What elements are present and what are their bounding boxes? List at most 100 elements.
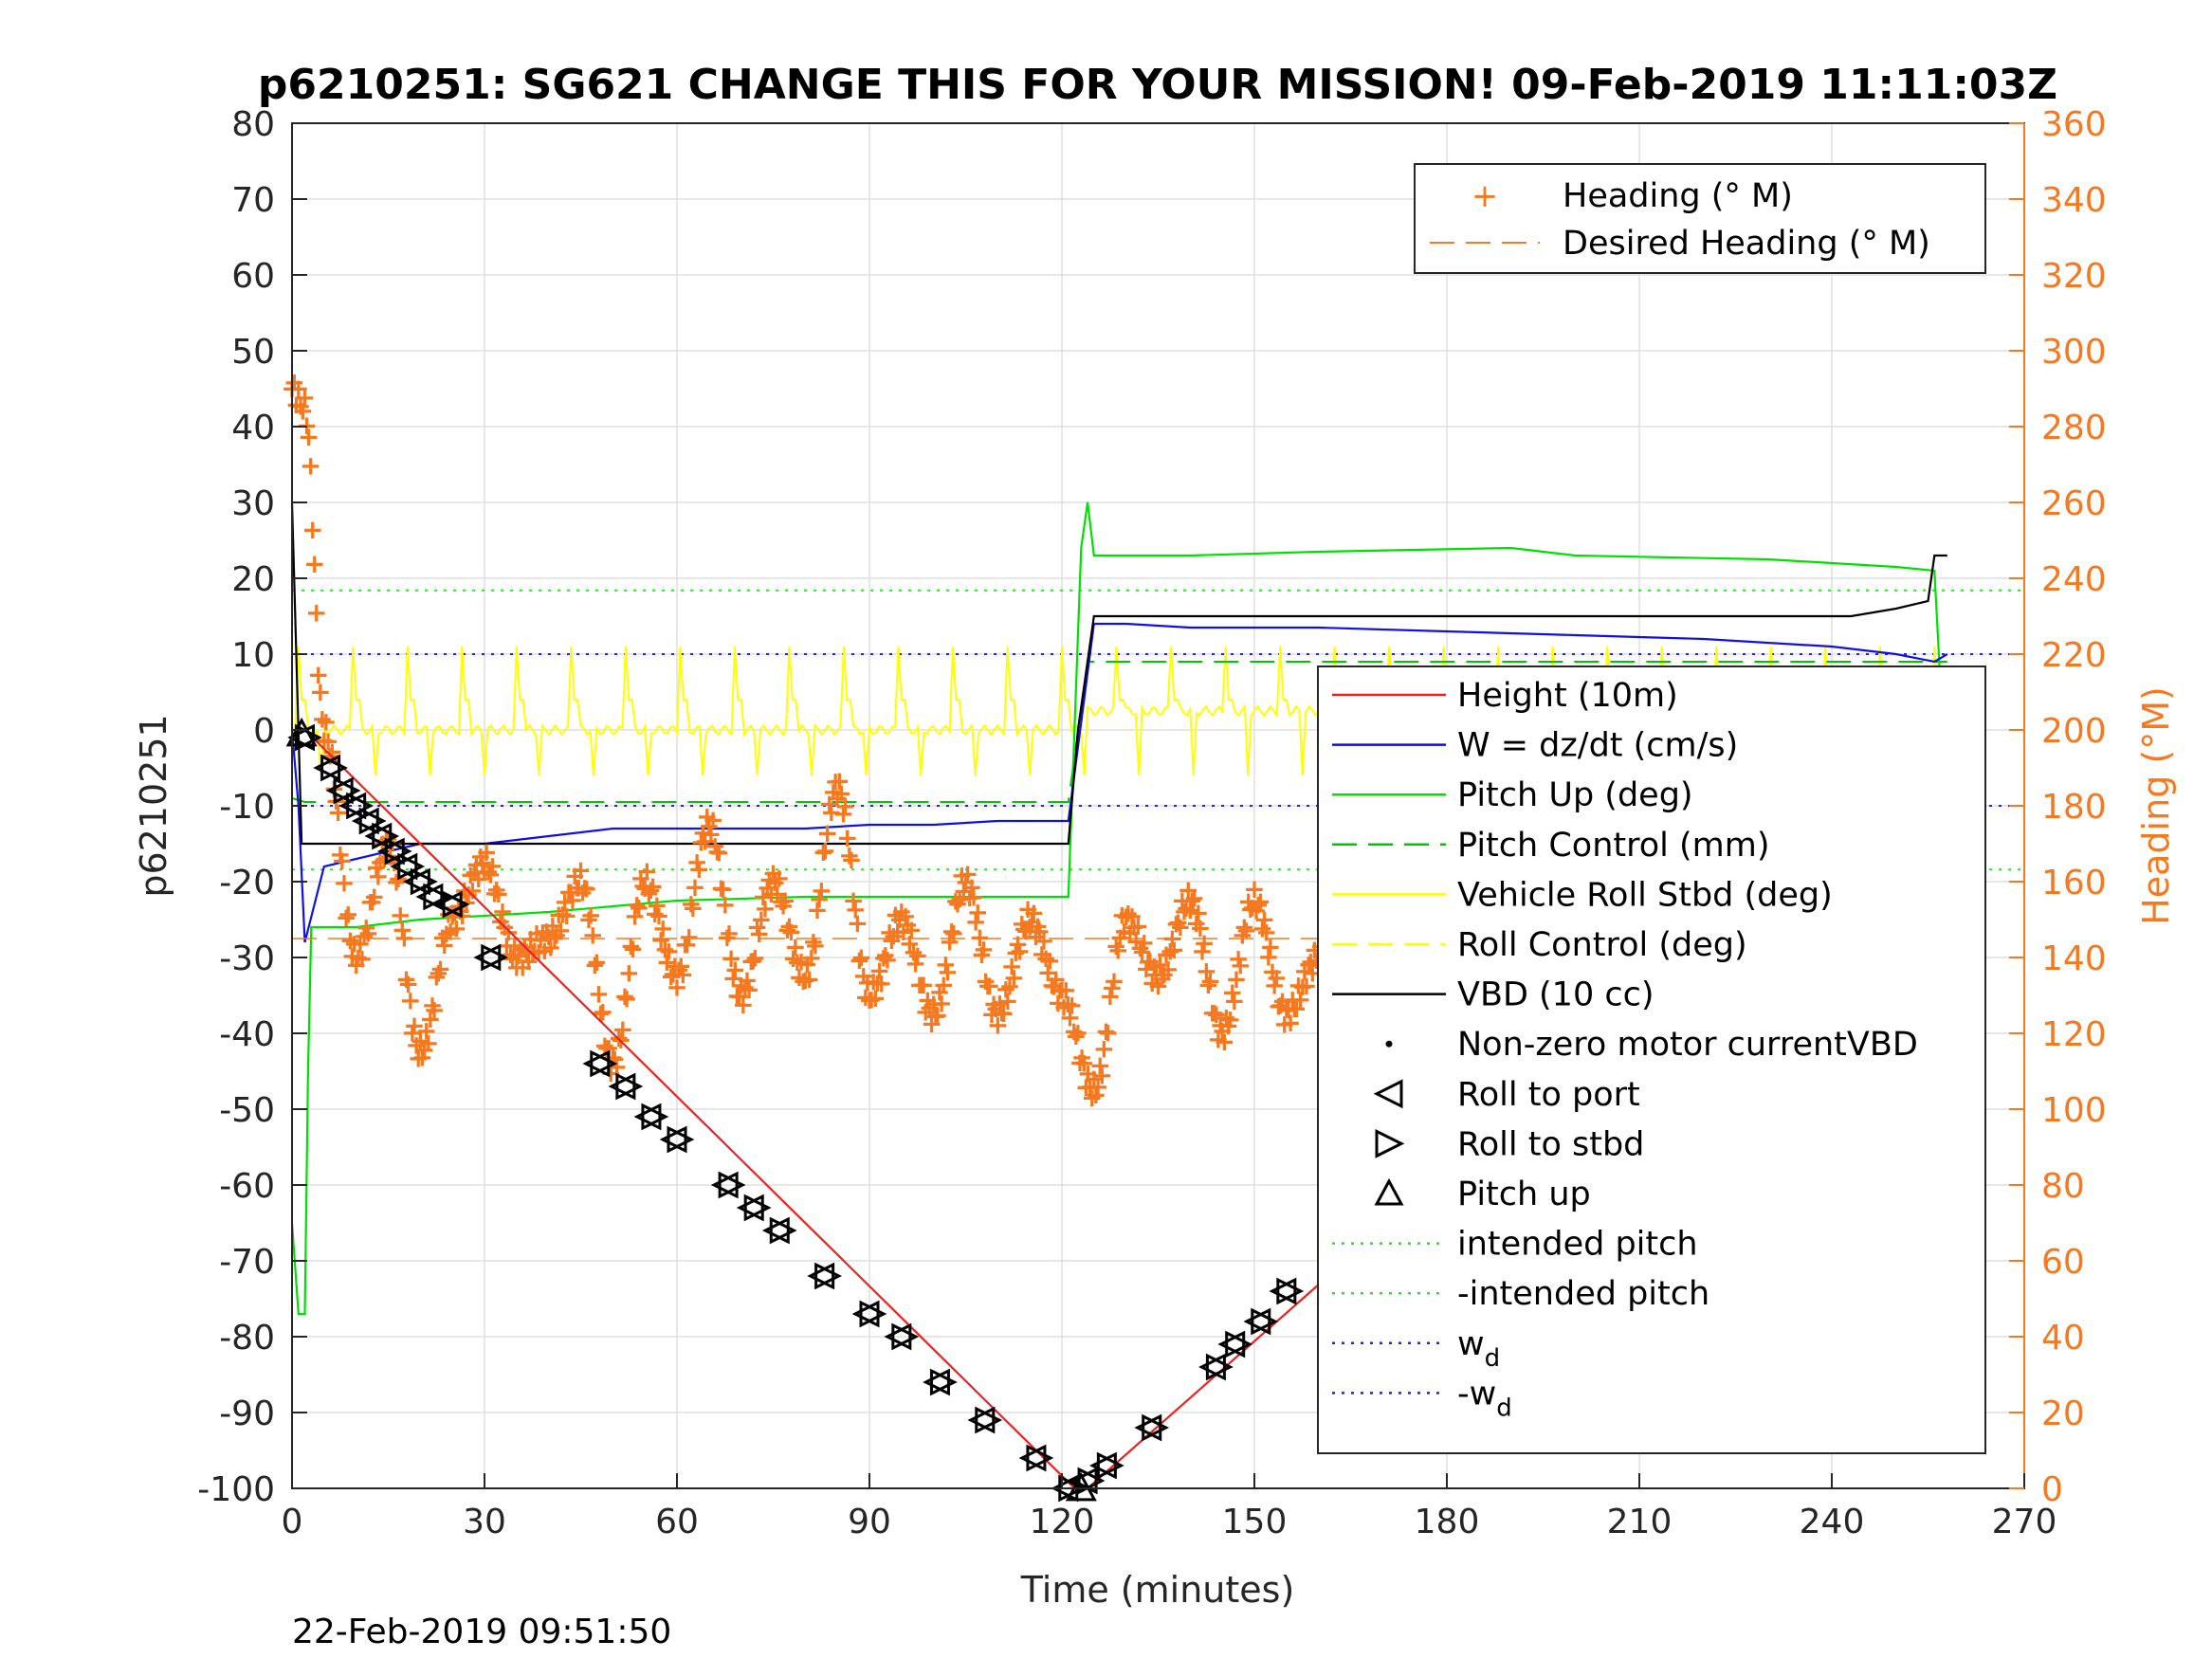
- heading-marker: +: [496, 930, 518, 961]
- heading-marker: +: [774, 884, 795, 916]
- roll-to-port-marker: [434, 890, 463, 919]
- heading-marker: +: [367, 860, 389, 891]
- heading-marker: +: [666, 972, 687, 1003]
- roll-to-port-marker: [402, 867, 430, 896]
- roll-to-port-marker: [364, 822, 393, 850]
- heading-marker: +: [937, 957, 959, 988]
- roll-to-port-marker: [851, 1300, 880, 1328]
- heading-marker: +: [716, 921, 738, 953]
- heading-marker: +: [1281, 983, 1303, 1014]
- heading-marker: +: [844, 894, 866, 925]
- heading-marker: +: [808, 884, 830, 915]
- legend-heading-marker: +: [1472, 177, 1499, 215]
- heading-marker: +: [285, 389, 307, 420]
- heading-marker: +: [885, 899, 906, 930]
- heading-marker: +: [556, 900, 577, 931]
- heading-marker: +: [466, 848, 487, 880]
- heading-marker: +: [682, 892, 704, 923]
- roll-to-stbd-marker: [358, 807, 387, 835]
- heading-marker: +: [690, 827, 712, 858]
- legend-main-label: Vehicle Roll Stbd (deg): [1457, 876, 1833, 914]
- heading-marker: +: [1241, 892, 1263, 923]
- heading-marker: +: [764, 866, 786, 898]
- heading-marker: +: [1299, 945, 1321, 976]
- heading-marker: +: [928, 975, 950, 1007]
- heading-marker: +: [640, 874, 662, 905]
- roll-to-port-marker: [633, 1103, 662, 1131]
- heading-marker: +: [905, 947, 926, 978]
- roll-to-port-marker: [582, 1049, 611, 1078]
- heading-marker: +: [946, 888, 968, 920]
- roll-to-port-marker: [287, 723, 316, 752]
- heading-marker: +: [684, 871, 705, 902]
- roll-to-port-marker: [761, 1216, 790, 1245]
- heading-marker: +: [305, 596, 327, 628]
- heading-marker: +: [816, 817, 838, 848]
- w-line: [290, 622, 1948, 943]
- heading-marker: +: [686, 846, 707, 877]
- heading-marker: +: [628, 891, 649, 922]
- heading-marker: +: [1268, 990, 1289, 1021]
- roll-to-port-marker: [1198, 1353, 1226, 1381]
- heading-marker: +: [914, 995, 936, 1027]
- x-tick-label: 60: [655, 1503, 699, 1541]
- heading-marker: +: [543, 922, 565, 954]
- legend-main-swatch: [1373, 1079, 1403, 1109]
- heading-marker: +: [720, 942, 741, 974]
- legend-main-label: Non-zero motor currentVBD: [1457, 1026, 1918, 1064]
- heading-marker: +: [1103, 965, 1124, 996]
- heading-marker: +: [1145, 958, 1167, 990]
- heading-marker: +: [1009, 936, 1031, 967]
- y-right-tick-label: 320: [2041, 257, 2107, 296]
- heading-marker: +: [1179, 894, 1201, 925]
- heading-marker: +: [1119, 917, 1141, 948]
- heading-marker: +: [1153, 958, 1175, 990]
- heading-marker: +: [858, 984, 880, 1015]
- heading-marker: +: [345, 949, 367, 980]
- heading-marker: +: [1137, 945, 1159, 976]
- legend-main-subscript: d: [1485, 1344, 1501, 1373]
- vbd-line: [290, 501, 1947, 846]
- x-tick-label: 240: [1800, 1503, 1865, 1541]
- heading-marker: +: [664, 950, 686, 981]
- y-tick-label: 40: [231, 409, 275, 447]
- heading-marker: +: [811, 875, 832, 906]
- heading-marker: +: [750, 903, 772, 935]
- y-tick-label: 20: [231, 560, 275, 599]
- heading-marker: +: [1047, 987, 1069, 1018]
- heading-marker: +: [969, 921, 991, 953]
- heading-marker: +: [1207, 1024, 1229, 1055]
- heading-marker: +: [868, 955, 890, 986]
- y-tick-label: 80: [231, 105, 275, 144]
- heading-marker: +: [642, 870, 664, 902]
- heading-marker: +: [1189, 912, 1211, 943]
- heading-marker: +: [1036, 957, 1058, 988]
- roll-to-stbd-marker: [1251, 1307, 1279, 1336]
- heading-marker: +: [820, 796, 842, 828]
- heading-marker: +: [672, 958, 694, 990]
- y-right-tick-label: 0: [2041, 1470, 2063, 1509]
- heading-marker: +: [363, 881, 385, 912]
- y-tick-label: -60: [219, 1167, 275, 1206]
- roll-to-stbd-marker: [320, 754, 348, 782]
- heading-marker: +: [633, 872, 655, 903]
- y-tick-label: -50: [219, 1091, 275, 1130]
- heading-marker: +: [401, 1017, 423, 1048]
- y-right-tick-label: 240: [2041, 560, 2107, 599]
- heading-marker: +: [1041, 970, 1063, 1001]
- heading-marker: +: [464, 856, 485, 887]
- heading-marker: +: [780, 916, 802, 947]
- heading-marker: +: [646, 889, 667, 921]
- heading-marker: +: [878, 916, 900, 947]
- heading-marker: +: [1279, 1007, 1301, 1038]
- heading-marker: +: [1061, 989, 1083, 1020]
- roll-to-port-marker: [1269, 1277, 1297, 1305]
- heading-marker: +: [850, 941, 872, 973]
- heading-marker: +: [736, 964, 758, 995]
- roll-to-port-marker: [1089, 1451, 1117, 1480]
- x-tick-label: 210: [1607, 1503, 1673, 1541]
- legend-main-swatch: [1385, 1040, 1393, 1048]
- heading-marker: +: [1117, 898, 1139, 929]
- y-right-tick-label: 120: [2041, 1015, 2107, 1054]
- heading-marker: +: [620, 930, 642, 961]
